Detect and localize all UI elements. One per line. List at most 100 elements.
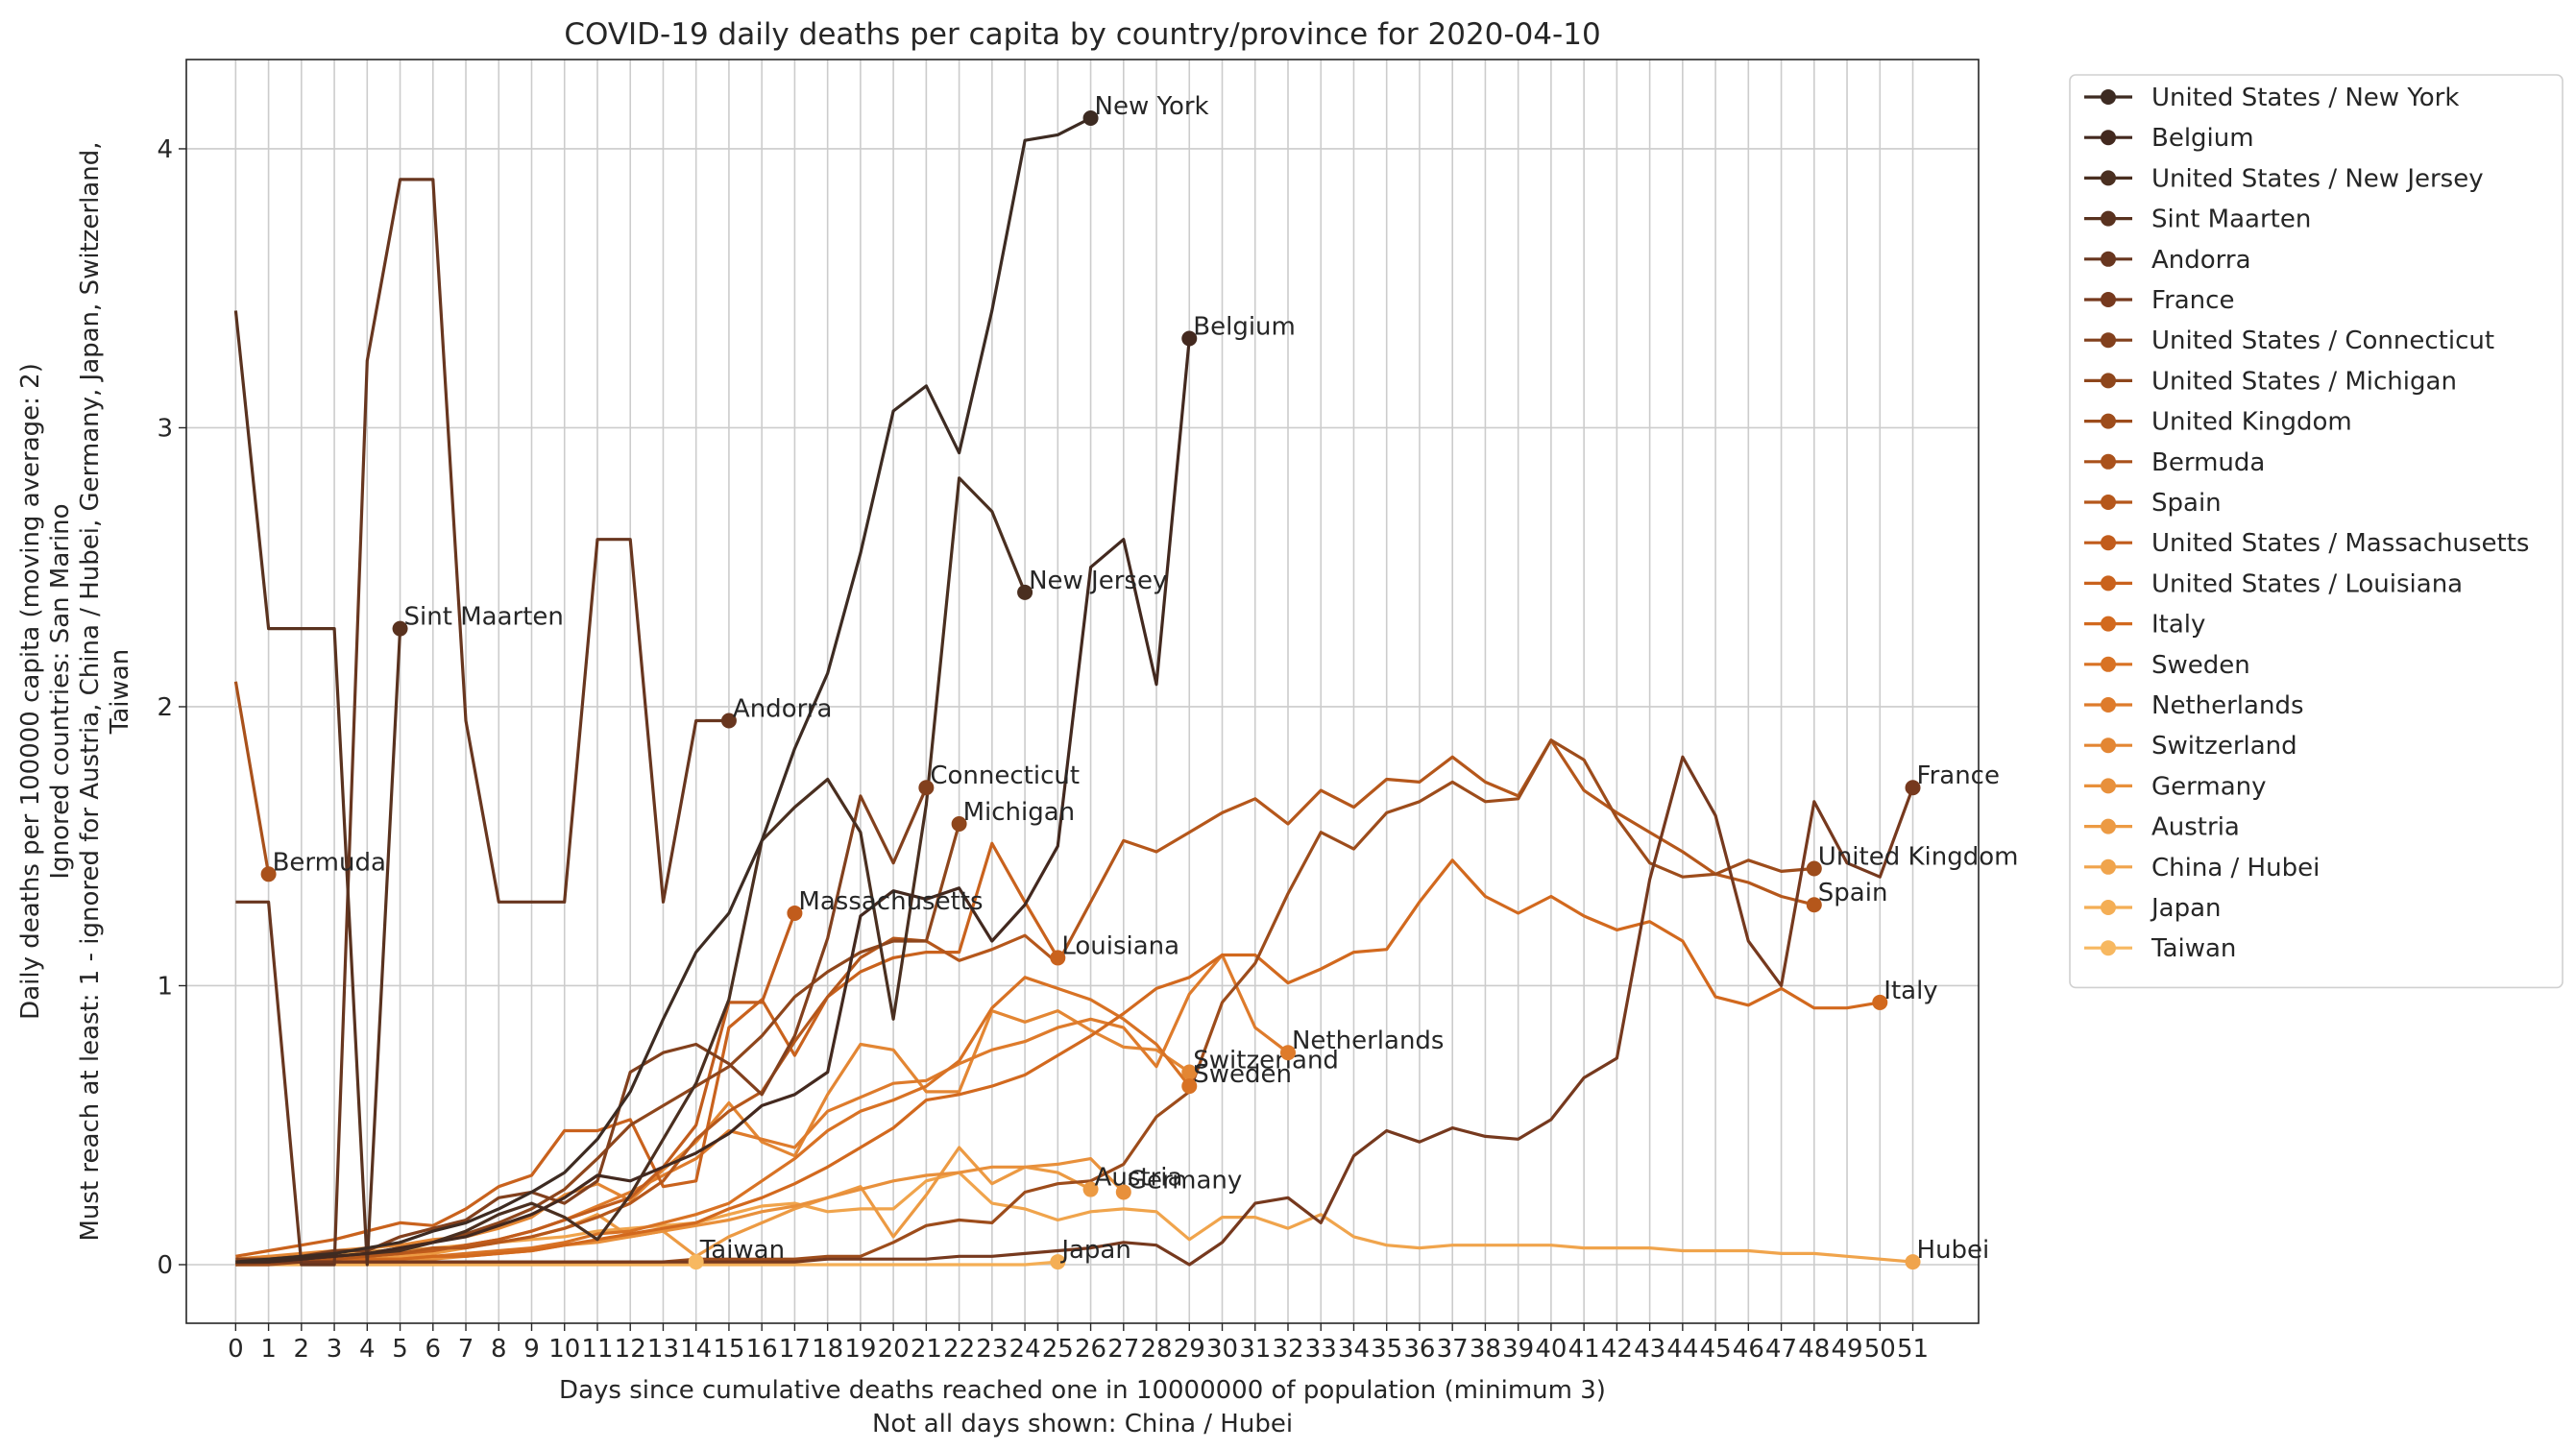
series-endpoint-bermuda: [260, 866, 277, 882]
series-end-label-united-states-new-york: New York: [1095, 92, 1209, 121]
x-tick-label: 43: [1634, 1335, 1665, 1364]
y-axis-label-line-4: Taiwan: [106, 649, 134, 735]
legend-item-united-states-louisiana: United States / Louisiana: [2151, 569, 2463, 598]
x-tick-label: 36: [1403, 1335, 1435, 1364]
y-axis-label-line-1: Daily deaths per 100000 capita (moving a…: [16, 363, 45, 1020]
x-tick-label: 12: [615, 1335, 646, 1364]
series-end-label-japan: Japan: [1059, 1236, 1131, 1265]
legend-swatch-marker: [2101, 373, 2116, 389]
series-end-label-switzerland: Switzerland: [1193, 1047, 1339, 1075]
series-endpoint-belgium: [1181, 330, 1198, 347]
series-end-label-france: France: [1917, 761, 2000, 790]
x-tick-label: 46: [1733, 1335, 1764, 1364]
series-endpoint-italy: [1872, 994, 1888, 1010]
y-axis-label: Daily deaths per 100000 capita (moving a…: [16, 142, 134, 1242]
series-end-label-united-states-massachusetts: Massachusetts: [798, 887, 983, 916]
legend-item-belgium: Belgium: [2151, 124, 2254, 153]
series-end-label-netherlands: Netherlands: [1292, 1027, 1445, 1055]
series-endpoint-austria: [1082, 1181, 1099, 1197]
legend-swatch-marker: [2101, 292, 2116, 307]
legend-item-bermuda: Bermuda: [2151, 448, 2265, 477]
x-tick-label: 7: [458, 1335, 474, 1364]
series-endpoint-united-states-new-jersey: [1017, 584, 1033, 600]
series-line-sint-maarten: [233, 310, 402, 1267]
legend-item-united-kingdom: United Kingdom: [2151, 408, 2352, 437]
x-tick-label: 38: [1470, 1335, 1501, 1364]
legend-swatch-marker: [2101, 778, 2116, 794]
x-tick-label: 0: [228, 1335, 244, 1364]
y-tick-label: 4: [157, 135, 173, 164]
x-tick-label: 18: [812, 1335, 843, 1364]
series-line-france: [235, 755, 1915, 1267]
legend-item-france: France: [2151, 286, 2234, 315]
plot-frame: [185, 59, 1980, 1324]
x-tick-label: 19: [844, 1335, 876, 1364]
series-line-japan: [235, 1260, 1058, 1267]
x-tick-label: 13: [647, 1335, 679, 1364]
x-tick-label: 16: [746, 1335, 778, 1364]
legend-swatch-marker: [2101, 697, 2116, 713]
series-end-label-italy: Italy: [1883, 977, 1937, 1005]
series-line-switzerland: [235, 1008, 1191, 1261]
x-tick-label: 22: [943, 1335, 975, 1364]
x-tick-label: 42: [1601, 1335, 1633, 1364]
x-tick-label: 17: [779, 1335, 811, 1364]
x-tick-label: 48: [1798, 1335, 1830, 1364]
x-tick-label: 39: [1502, 1335, 1534, 1364]
legend: United States / New York Belgium United St…: [2069, 74, 2564, 989]
series-end-label-china-hubei: Hubei: [1917, 1236, 1990, 1265]
x-tick-label: 28: [1140, 1335, 1172, 1364]
x-tick-label: 20: [878, 1335, 910, 1364]
x-tick-label: 47: [1765, 1335, 1797, 1364]
x-tick-label: 26: [1075, 1335, 1106, 1364]
series-line-belgium: [235, 338, 1191, 1264]
series-line-united-states-louisiana: [235, 841, 1059, 1258]
series-endpoint-netherlands: [1279, 1045, 1296, 1061]
series-end-label-sint-maarten: Sint Maarten: [404, 603, 564, 632]
legend-item-japan: Japan: [2150, 894, 2222, 923]
legend-item-united-states-new-york: United States / New York: [2151, 84, 2459, 112]
x-tick-label: 34: [1338, 1335, 1370, 1364]
legend-swatch-marker: [2101, 535, 2116, 551]
series-end-label-united-states-michigan: Michigan: [963, 798, 1076, 827]
x-tick-label: 31: [1239, 1335, 1271, 1364]
x-tick-label: 6: [425, 1335, 442, 1364]
x-tick-label: 8: [491, 1335, 507, 1364]
legend-swatch-marker: [2101, 656, 2116, 672]
x-axis-label-line-2: Not all days shown: China / Hubei: [872, 1410, 1293, 1438]
y-axis-label-line-2: Ignored countries: San Marino: [46, 503, 75, 879]
legend-swatch-marker: [2101, 737, 2116, 754]
y-axis-label-line-3: Must reach at least: 1 - ignored for Aus…: [76, 142, 105, 1242]
series-line-andorra: [235, 178, 729, 1267]
legend-item-switzerland: Switzerland: [2151, 732, 2297, 761]
legend-swatch-marker: [2101, 89, 2116, 105]
x-tick-label: 27: [1107, 1335, 1139, 1364]
legend-swatch-marker: [2101, 858, 2116, 875]
legend-swatch-marker: [2101, 332, 2116, 349]
series-end-label-austria: Austria: [1095, 1164, 1183, 1193]
series-end-label-belgium: Belgium: [1193, 313, 1296, 342]
series-endpoint-united-states-louisiana: [1050, 950, 1066, 966]
legend-swatch-marker: [2101, 495, 2116, 510]
x-tick-label: 21: [911, 1335, 942, 1364]
legend-item-sweden: Sweden: [2151, 651, 2250, 680]
x-tick-label: 29: [1174, 1335, 1205, 1364]
x-tick-label: 10: [548, 1335, 580, 1364]
series-endpoint-united-states-connecticut: [918, 780, 935, 796]
x-tick-label: 40: [1535, 1335, 1567, 1364]
y-axis: 0 1 2 3 4: [157, 135, 186, 1280]
x-tick-label: 35: [1371, 1335, 1402, 1364]
y-tick-label: 3: [157, 414, 173, 443]
x-tick-label: 25: [1042, 1335, 1074, 1364]
x-tick-label: 1: [260, 1335, 277, 1364]
x-tick-label: 50: [1864, 1335, 1896, 1364]
series-endpoint-taiwan: [688, 1254, 704, 1270]
legend-item-italy: Italy: [2151, 611, 2205, 640]
x-tick-label: 30: [1206, 1335, 1238, 1364]
x-tick-label: 44: [1666, 1335, 1698, 1364]
series-line-united-states-new-york: [235, 116, 1092, 1264]
y-tick-label: 0: [157, 1251, 173, 1280]
series-endpoint-united-kingdom: [1806, 860, 1822, 877]
series-end-label-taiwan: Taiwan: [699, 1236, 785, 1265]
